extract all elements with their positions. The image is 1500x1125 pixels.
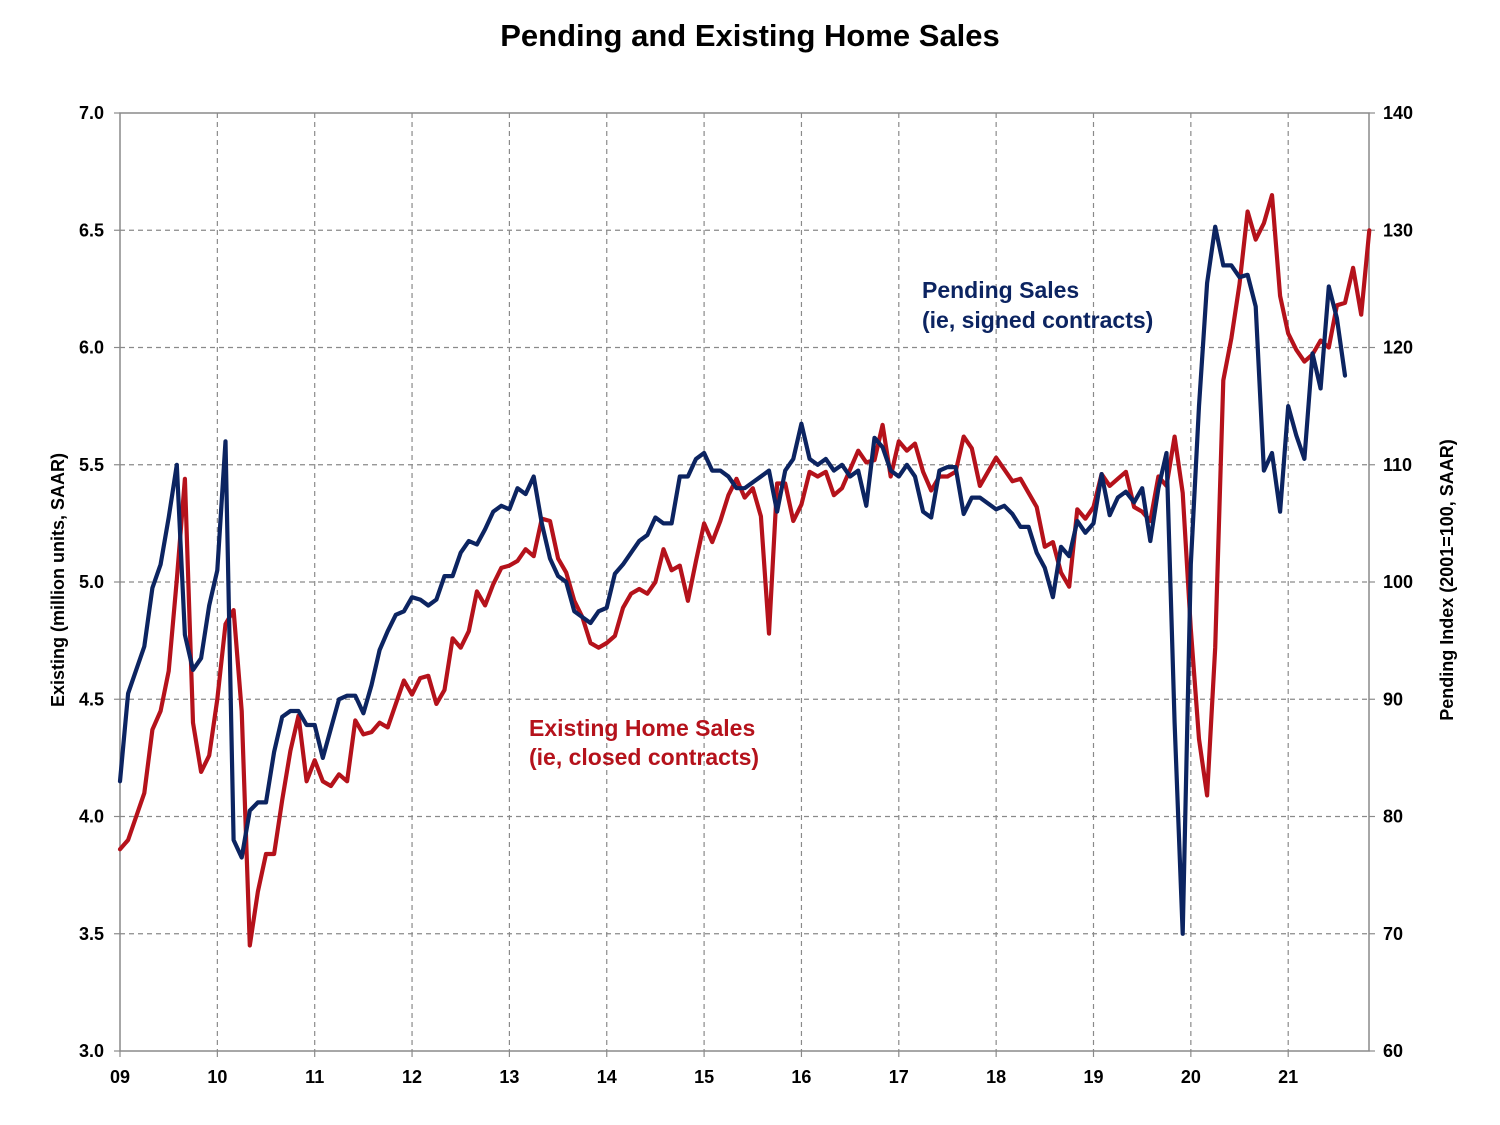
y-left-tick-label: 4.5 [79, 689, 104, 709]
chart-title: Pending and Existing Home Sales [500, 18, 1000, 53]
x-tick-label: 20 [1181, 1067, 1201, 1087]
y-axis-right-label: Pending Index (2001=100, SAAR) [1437, 439, 1457, 721]
y-left-tick-label: 4.0 [79, 807, 104, 827]
x-tick-label: 11 [305, 1067, 324, 1087]
x-tick-label: 16 [791, 1067, 811, 1087]
x-tick-label: 09 [110, 1067, 130, 1087]
series-lines [117, 193, 1372, 948]
y-left-tick-label: 7.0 [79, 103, 104, 123]
x-tick-label: 15 [694, 1067, 714, 1087]
y-left-tick-label: 3.0 [79, 1041, 104, 1061]
y-right-tick-label: 60 [1383, 1041, 1403, 1061]
y-right-tick-label: 90 [1383, 689, 1403, 709]
axis-ticks: 3.0 60 3.5 70 4.0 80 4.5 90 5.0 100 5.5 110 6.0 120 6.… [79, 103, 1413, 1087]
y-right-tick-label: 140 [1383, 103, 1413, 123]
x-tick-label: 17 [889, 1067, 909, 1087]
gridlines [120, 113, 1369, 1051]
y-left-tick-label: 6.5 [79, 220, 104, 240]
y-right-tick-label: 120 [1383, 338, 1413, 358]
existing-annotation-line1: Existing Home Sales [529, 715, 755, 741]
x-tick-label: 13 [499, 1067, 519, 1087]
y-right-tick-label: 110 [1383, 455, 1412, 475]
pending-annotation-line1: Pending Sales [922, 277, 1079, 303]
y-left-tick-label: 6.0 [79, 338, 104, 358]
y-left-tick-label: 5.0 [79, 572, 104, 592]
y-right-tick-label: 80 [1383, 807, 1403, 827]
x-tick-label: 10 [207, 1067, 227, 1087]
y-left-tick-label: 3.5 [79, 924, 104, 944]
y-left-tick-label: 5.5 [79, 455, 104, 475]
x-tick-label: 12 [402, 1067, 422, 1087]
existing-home-sales-line [117, 193, 1372, 948]
x-tick-label: 21 [1278, 1067, 1298, 1087]
pending-sales-line [117, 224, 1348, 936]
y-right-tick-label: 70 [1383, 924, 1403, 944]
y-right-tick-label: 130 [1383, 220, 1413, 240]
x-tick-label: 14 [597, 1067, 617, 1087]
existing-annotation-line2: (ie, closed contracts) [529, 744, 759, 770]
y-axis-left-label: Existing (million units, SAAR) [48, 453, 68, 707]
x-tick-label: 18 [986, 1067, 1006, 1087]
y-right-tick-label: 100 [1383, 572, 1413, 592]
pending-annotation-line2: (ie, signed contracts) [922, 307, 1153, 333]
x-tick-label: 19 [1083, 1067, 1103, 1087]
